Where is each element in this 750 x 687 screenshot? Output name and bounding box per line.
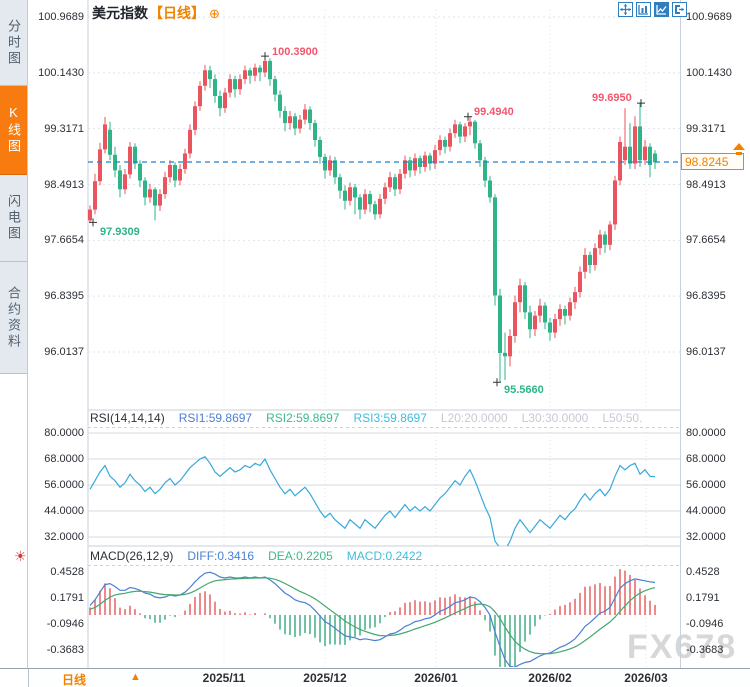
period-tag: 【日线】 [149,5,205,21]
watermark: FX678 [627,628,738,666]
axis-tick-label: 98.4913 [686,178,726,191]
rsi-name: RSI(14,14,14) [90,411,165,425]
axis-tick-label: 97.6654 [686,234,726,247]
axis-tick-label: 96.0137 [44,346,84,358]
add-indicator-icon[interactable]: ⊕ [209,5,220,21]
price-annotation: 99.6950 [592,92,632,104]
axis-tick-label: -0.3683 [46,643,84,656]
axis-tick-label: -0.3683 [686,643,724,656]
sidebar-tab-contract-info[interactable]: 合约资料 [0,262,27,374]
macd-name: MACD(26,12,9) [90,549,174,563]
axis-tick-label: 0.4528 [686,565,720,578]
axis-tick-label: 80.0000 [44,427,84,439]
axis-tick-label: 100.1430 [686,66,732,79]
axis-tick-label: -0.0946 [46,617,84,630]
axis-tick-label: 0.4528 [50,565,84,578]
pan-crosshair-icon[interactable] [618,2,633,17]
axis-tick-label: 0.1791 [50,591,84,604]
right-price-axis: 100.9689 100.1430 99.3171 98.4913 97.6654 96.… [686,0,748,668]
axis-tick-label: 96.8395 [44,290,84,303]
macd-header: MACD(26,12,9) DIFF:0.3416 DEA:0.2205 MAC… [90,549,436,563]
current-price-badge: 98.8245 [681,153,744,170]
axis-tick-label: 99.3171 [686,122,726,135]
axis-tick-label: 99.3171 [44,122,84,135]
axis-tick-label: 97.6654 [44,234,84,247]
axis-tick-label: 56.0000 [44,479,84,491]
time-axis-label: 2026/01 [414,671,458,685]
price-annotation: 100.3900 [272,46,318,58]
axis-tick-label: 100.9689 [38,11,84,23]
hot-indicator-icon[interactable]: ☀ [14,548,27,564]
axis-tick-label: 100.1430 [38,66,84,79]
axis-tick-label: 80.0000 [686,427,726,439]
axis-tick-label: 96.0137 [686,346,726,358]
time-axis-label: 2025/12 [303,671,347,685]
rsi-l50: L50:50. [602,411,643,425]
rsi2-value: RSI2:59.8697 [266,411,340,425]
price-annotation: 97.9309 [100,226,140,238]
axis-corner [0,669,29,687]
time-axis-label: 2026/03 [624,671,668,685]
axis-tick-label: 44.0000 [44,505,84,517]
sidebar-tab-timeshare[interactable]: 分时图 [0,0,27,86]
axis-tick-label: 96.8395 [686,290,726,303]
axis-tick-label: 32.0000 [44,531,84,543]
axis-tick-label: 68.0000 [686,453,726,465]
time-axis-label: 2025/11 [202,671,246,685]
time-axis-label: 2026/02 [528,671,572,685]
macd-macd-value: MACD:0.2422 [346,549,423,563]
time-axis-bar: 日线 ▲ 2025/11 2025/12 2026/01 2026/02 2026/03 [0,668,750,687]
axis-tick-label: 68.0000 [44,453,84,465]
price-annotation: 99.4940 [474,106,514,118]
rsi1-value: RSI1:59.8697 [178,411,253,425]
rsi3-value: RSI3:59.8697 [353,411,427,425]
macd-diff-value: DIFF:0.3416 [187,549,255,563]
price-annotation: 95.5660 [504,384,544,396]
period-caret-icon[interactable]: ▲ [130,671,141,683]
left-price-axis: 100.9689 100.1430 99.3171 98.4913 97.6654 96.… [30,0,84,668]
axis-tick-label: 44.0000 [686,505,726,517]
instrument-title: 美元指数 [92,5,148,21]
sidebar-tab-kline[interactable]: K线图 [0,86,27,175]
axis-tick-label: 100.9689 [686,11,732,23]
sidebar-tab-lightning[interactable]: 闪电图 [0,175,27,262]
rsi-header: RSI(14,14,14) RSI1:59.8697 RSI2:59.8697 … [90,411,656,425]
period-selector[interactable]: 日线 [62,673,87,687]
exit-fullscreen-icon[interactable] [672,2,687,17]
macd-dea-value: DEA:0.2205 [268,549,333,563]
axis-tick-label: 56.0000 [686,479,726,491]
axis-tick-label: 98.4913 [44,178,84,191]
sidebar: 分时图 K线图 闪电图 合约资料 [0,0,28,668]
rsi-l20: L20:20.0000 [440,411,508,425]
chart-style-icon[interactable] [654,2,669,17]
axis-tick-label: 32.0000 [686,531,726,543]
rsi-l30: L30:30.0000 [521,411,589,425]
chart-toolbar [618,2,690,17]
chart-title-bar: 美元指数 【日线】 ⊕ [92,3,220,23]
scroll-to-latest-arrow[interactable] [731,141,747,162]
axis-scale-icon[interactable] [636,2,651,17]
axis-tick-label: 0.1791 [686,591,720,604]
axis-tick-label: -0.0946 [686,617,724,630]
